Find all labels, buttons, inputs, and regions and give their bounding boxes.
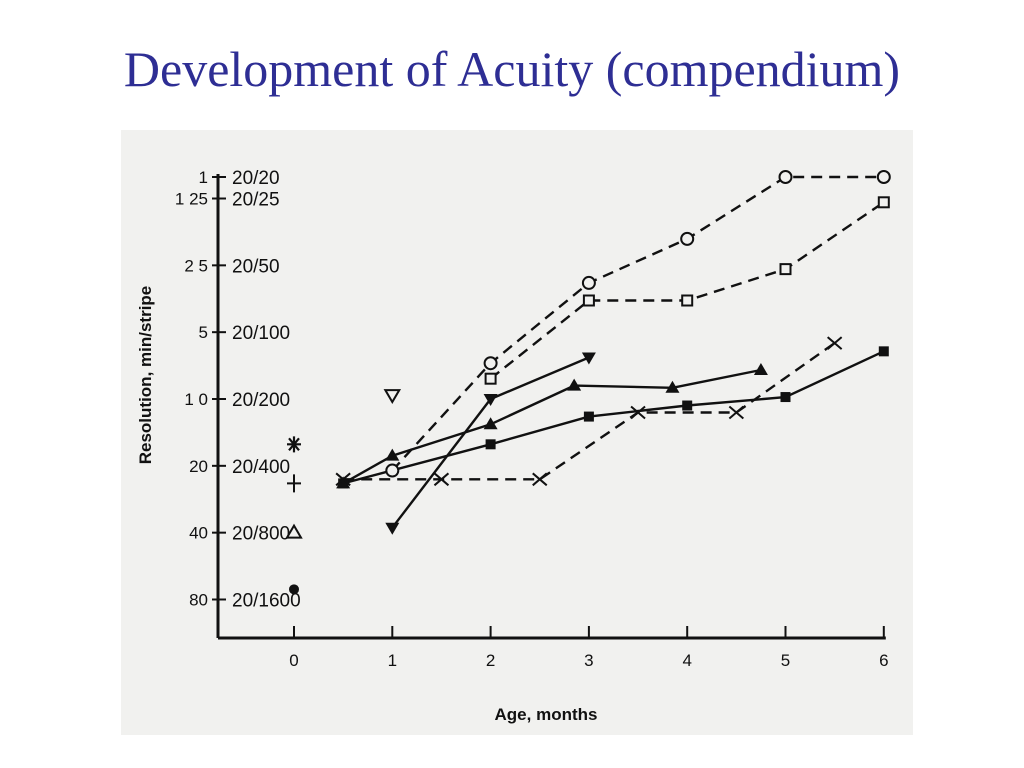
data-point-x: [728, 405, 745, 420]
x-tick-label: 6: [879, 651, 888, 670]
data-point-filled-triangle-up: [385, 448, 400, 461]
series-line-square-filled: [342, 350, 885, 485]
data-point-filled-circle: [289, 584, 299, 595]
chart-panel: Resolution, min/stripe Age, months 1 20/2…: [121, 130, 913, 735]
data-point-filled-triangle-down: [581, 352, 596, 365]
data-point-filled-triangle-down: [385, 522, 400, 535]
data-point-open-circle: [581, 275, 596, 290]
data-point-open-square: [779, 263, 792, 276]
data-point-filled-square: [780, 392, 791, 403]
data-point-open-circle: [680, 231, 695, 246]
data-point-open-circle: [778, 170, 793, 184]
data-point-cross: [287, 474, 301, 493]
snellen-label: 20/400: [232, 457, 290, 478]
y-tick-label: 80: [189, 590, 208, 609]
data-point-filled-square: [485, 439, 496, 450]
data-point-filled-triangle-up: [483, 417, 498, 430]
data-point-filled-triangle-up: [665, 380, 680, 393]
data-point-filled-triangle-up: [567, 378, 582, 391]
snellen-label: 20/20: [232, 168, 280, 189]
y-tick-label: 40: [189, 524, 208, 543]
data-point-filled-square: [583, 411, 594, 422]
data-point-asterisk: [287, 436, 301, 453]
data-point-filled-square: [338, 478, 349, 489]
series-line-x: [343, 342, 836, 481]
series-line-triangle-up-filled: [342, 368, 762, 485]
x-tick-label: 5: [781, 651, 790, 670]
snellen-label: 20/1600: [232, 590, 301, 611]
data-point-open-circle: [483, 356, 498, 371]
data-point-open-square: [877, 196, 890, 209]
data-point-filled-triangle-down: [483, 394, 498, 406]
data-point-open-square: [582, 294, 595, 307]
snellen-label: 20/50: [232, 256, 280, 277]
x-axis-title: Age, months: [495, 705, 598, 724]
data-point-open-square: [681, 294, 694, 307]
data-point-open-triangle-down: [383, 389, 402, 405]
x-tick-label: 0: [289, 651, 298, 670]
data-point-open-circle: [876, 170, 891, 184]
y-tick-label: 1 25: [175, 190, 208, 209]
x-tick-label: 3: [584, 651, 593, 670]
y-axis-title: Resolution, min/stripe: [136, 286, 155, 465]
data-point-open-circle: [385, 463, 400, 478]
data-point-filled-triangle-up: [753, 362, 768, 375]
series-line-square-open: [489, 201, 885, 380]
data-point-open-triangle-up: [285, 523, 303, 539]
y-tick-label: 2 5: [184, 256, 208, 275]
data-point-open-square: [484, 372, 497, 385]
data-point-x: [433, 472, 450, 487]
x-tick-label: 1: [388, 651, 397, 670]
slide-title: Development of Acuity (compendium): [123, 41, 901, 97]
snellen-label: 20/800: [232, 524, 290, 545]
y-tick-label: 1 0: [184, 390, 208, 409]
y-tick-label: 1: [199, 168, 208, 187]
series-line-circle-open: [391, 175, 884, 472]
acuity-chart: Resolution, min/stripe Age, months 1 20/2…: [136, 168, 891, 724]
snellen-label: 20/200: [232, 390, 290, 411]
data-point-filled-square: [878, 346, 889, 357]
x-tick-label: 2: [486, 651, 495, 670]
x-tick-label: 4: [682, 651, 691, 670]
snellen-label: 20/25: [232, 190, 280, 211]
y-tick-label: 20: [189, 457, 208, 476]
data-point-filled-square: [682, 400, 693, 411]
data-point-x: [335, 472, 351, 487]
data-point-x: [630, 405, 646, 420]
data-point-x: [532, 472, 548, 487]
data-point-x: [826, 336, 843, 350]
snellen-label: 20/100: [232, 323, 290, 344]
y-tick-label: 5: [199, 323, 208, 342]
